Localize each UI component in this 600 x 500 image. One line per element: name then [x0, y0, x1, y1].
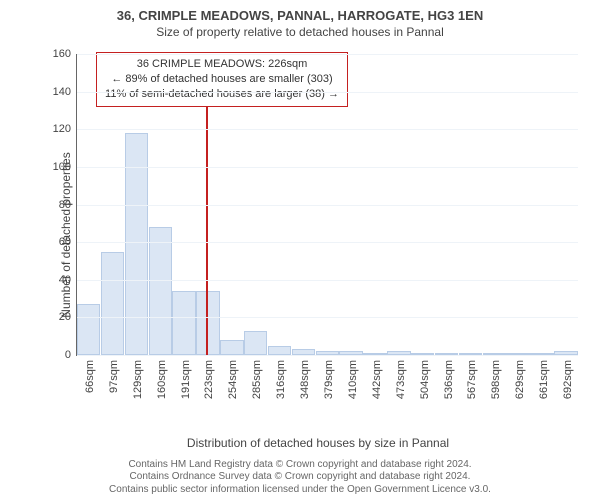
x-tick: 254sqm [227, 360, 239, 399]
bar [268, 346, 291, 355]
x-tick: 567sqm [466, 360, 478, 399]
x-tick: 348sqm [299, 360, 311, 399]
x-tick: 410sqm [347, 360, 359, 399]
footer-line-2: Contains Ordnance Survey data © Crown co… [0, 471, 600, 484]
x-tick: 661sqm [538, 360, 550, 399]
chart-title-1: 36, CRIMPLE MEADOWS, PANNAL, HARROGATE, … [0, 0, 600, 23]
bar [172, 291, 195, 355]
gridline [77, 317, 578, 318]
chart-title-2: Size of property relative to detached ho… [0, 23, 600, 39]
gridline [77, 54, 578, 55]
chart-container: Number of detached properties 36 CRIMPLE… [58, 50, 578, 420]
y-tick: 60 [59, 236, 77, 248]
x-tick: 598sqm [490, 360, 502, 399]
y-tick: 120 [53, 123, 77, 135]
x-ticks: 66sqm 97sqm 129sqm 160sqm 191sqm 223sqm 254sqm… [76, 360, 578, 420]
bar [220, 340, 243, 355]
x-tick: 285sqm [251, 360, 263, 399]
y-tick: 80 [59, 199, 77, 211]
x-tick: 97sqm [108, 360, 120, 393]
x-tick: 191sqm [180, 360, 192, 399]
x-tick: 473sqm [395, 360, 407, 399]
footer-line-3: Contains public sector information licen… [0, 484, 600, 497]
footer: Contains HM Land Registry data © Crown c… [0, 459, 600, 497]
bar [149, 227, 172, 355]
callout-box: 36 CRIMPLE MEADOWS: 226sqm ← 89% of deta… [96, 52, 348, 107]
y-tick: 140 [53, 86, 77, 98]
x-tick: 379sqm [323, 360, 335, 399]
y-axis-label: Number of detached properties [59, 152, 73, 317]
bar [244, 331, 267, 355]
x-tick: 129sqm [132, 360, 144, 399]
y-tick: 40 [59, 274, 77, 286]
x-axis-label: Distribution of detached houses by size … [58, 436, 578, 450]
y-tick: 160 [53, 48, 77, 60]
x-tick: 316sqm [275, 360, 287, 399]
y-tick: 20 [59, 311, 77, 323]
gridline [77, 92, 578, 93]
bar [77, 304, 100, 355]
gridline [77, 242, 578, 243]
x-tick: 66sqm [84, 360, 96, 393]
callout-line-1: 36 CRIMPLE MEADOWS: 226sqm [105, 57, 339, 72]
x-tick: 442sqm [371, 360, 383, 399]
gridline [77, 355, 578, 356]
gridline [77, 129, 578, 130]
footer-line-1: Contains HM Land Registry data © Crown c… [0, 459, 600, 472]
callout-line-3: 11% of semi-detached houses are larger (… [105, 87, 339, 102]
x-tick: 223sqm [203, 360, 215, 399]
x-tick: 536sqm [443, 360, 455, 399]
y-tick: 100 [53, 161, 77, 173]
gridline [77, 205, 578, 206]
gridline [77, 167, 578, 168]
x-tick: 504sqm [419, 360, 431, 399]
plot-area: 36 CRIMPLE MEADOWS: 226sqm ← 89% of deta… [76, 54, 578, 356]
x-tick: 629sqm [514, 360, 526, 399]
callout-line-2: ← 89% of detached houses are smaller (30… [105, 72, 339, 87]
x-tick: 692sqm [562, 360, 574, 399]
gridline [77, 280, 578, 281]
bar [101, 252, 124, 355]
x-tick: 160sqm [156, 360, 168, 399]
